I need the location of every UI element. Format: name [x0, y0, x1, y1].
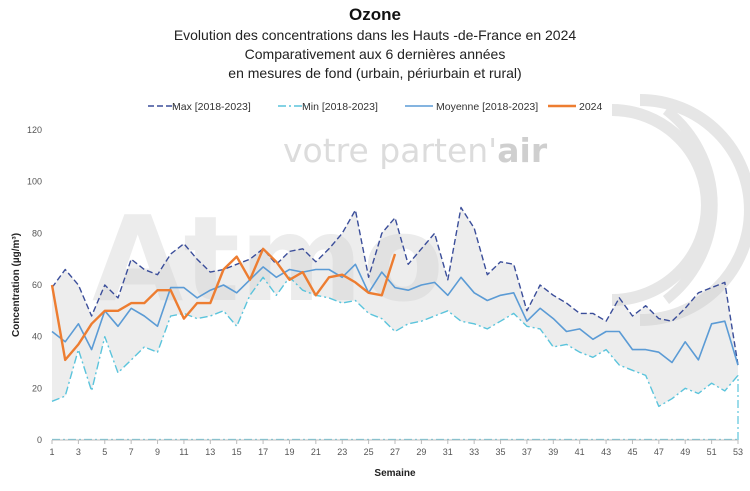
- x-tick-label: 35: [496, 447, 506, 457]
- chart-subtitle-3: en mesures de fond (urbain, périurbain e…: [228, 65, 522, 81]
- x-tick-label: 21: [311, 447, 321, 457]
- x-tick-label: 27: [390, 447, 400, 457]
- x-tick-label: 23: [337, 447, 347, 457]
- y-tick-label: 0: [37, 435, 42, 445]
- x-tick-label: 17: [258, 447, 268, 457]
- series-line-0: [51, 206, 739, 366]
- atmo-watermark-logo: Atmo votre parten'air: [92, 94, 750, 328]
- x-tick-label: 41: [575, 447, 585, 457]
- legend-label: Max [2018-2023]: [172, 101, 251, 113]
- y-tick-label: 20: [32, 383, 42, 393]
- x-tick-label: 11: [179, 447, 188, 457]
- legend-label: Min [2018-2023]: [302, 101, 378, 113]
- x-tick-label: 13: [205, 447, 215, 457]
- y-tick-label: 120: [27, 125, 42, 135]
- watermark-tagline: votre parten'air: [283, 131, 548, 170]
- y-tick-label: 60: [32, 280, 42, 290]
- chart-titles: Ozone Evolution des concentrations dans …: [0, 4, 750, 83]
- y-tick-label: 80: [32, 228, 42, 238]
- x-tick-label: 37: [522, 447, 532, 457]
- x-tick-label: 43: [601, 447, 611, 457]
- min-max-range-band: [52, 207, 738, 407]
- x-tick-label: 9: [155, 447, 160, 457]
- chart-subtitle-1: Evolution des concentrations dans les Ha…: [173, 27, 577, 43]
- chart-title: Ozone: [349, 5, 401, 24]
- legend-label: Moyenne [2018-2023]: [436, 101, 538, 113]
- x-tick-label: 39: [548, 447, 558, 457]
- x-tick-label: 53: [733, 447, 743, 457]
- y-tick-label: 40: [32, 332, 42, 342]
- x-tick-label: 49: [680, 447, 690, 457]
- x-tick-label: 31: [443, 447, 453, 457]
- series-line-1: [51, 276, 739, 408]
- x-tick-label: 25: [364, 447, 374, 457]
- legend-label: 2024: [579, 101, 603, 113]
- x-tick-label: 15: [232, 447, 242, 457]
- x-tick-label: 33: [469, 447, 479, 457]
- x-tick-label: 45: [627, 447, 637, 457]
- x-tick-label: 5: [102, 447, 107, 457]
- chart-legend: Max [2018-2023] Min [2018-2023] Moyenne [2…: [148, 101, 603, 113]
- x-tick-label: 29: [416, 447, 426, 457]
- watermark-arc-icon: [611, 104, 713, 306]
- watermark-arc-icon: [639, 94, 750, 326]
- y-tick-label: 100: [27, 177, 42, 187]
- x-tick-label: 7: [129, 447, 134, 457]
- series-line-3: [50, 247, 397, 362]
- x-tick-label: 3: [76, 447, 81, 457]
- watermark-logo-text: Atmo: [92, 190, 444, 328]
- y-axis-title: Concentration (µg/m³): [11, 233, 22, 337]
- chart-subtitle-2: Comparativement aux 6 dernières années: [244, 46, 506, 62]
- x-tick-label: 19: [284, 447, 294, 457]
- series-line-2: [51, 263, 739, 366]
- x-axis-title: Semaine: [374, 468, 416, 479]
- x-tick-label: 1: [49, 447, 54, 457]
- x-tick-label: 51: [707, 447, 717, 457]
- watermark-arc-icon: [662, 106, 718, 304]
- x-tick-label: 47: [654, 447, 664, 457]
